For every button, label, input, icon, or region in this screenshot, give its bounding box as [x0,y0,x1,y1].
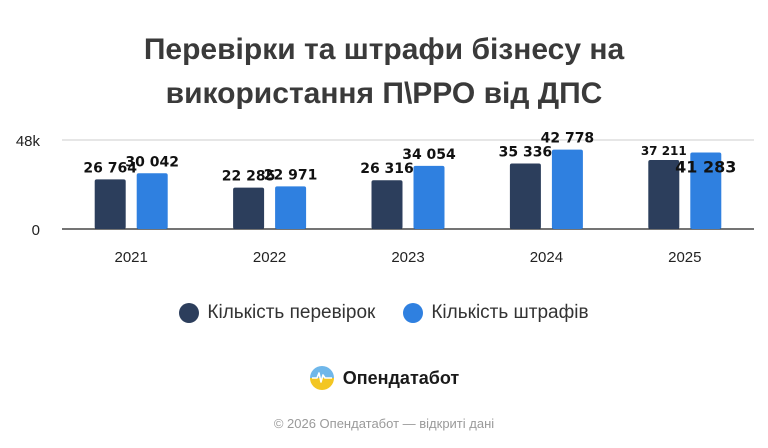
data-label-checks-2024: 35 336 [499,144,553,160]
chart-title-line-1: Перевірки та штрафи бізнесу на [143,33,625,66]
x-tick-label: 2022 [253,249,286,266]
legend-label-checks: Кількість перевірок [207,302,376,323]
data-label-checks-2025: 37 211 [641,144,687,158]
footer-credit: © 2026 Опендатабот — відкриті дані [273,416,495,431]
legend-item-checks[interactable]: Кількість перевірок [179,302,375,324]
bar-fines-2025 [690,152,722,229]
bar-checks-2024 [509,163,541,229]
bar-checks-2022 [233,187,265,229]
legend-label-fines: Кількість штрафів [431,302,589,323]
bar-fines-2023 [413,165,445,229]
x-tick-label: 2025 [668,249,701,266]
legend-marker-fines [403,303,424,323]
chart-title-line-2: використання П\РРО від ДПС [165,77,603,110]
data-label-fines-2022: 22 971 [264,167,318,183]
opendatabot-logo-icon [309,366,334,390]
x-tick-label: 2021 [115,249,148,266]
data-label-checks-2022: 22 285 [222,169,276,185]
data-label-checks-2021: 26 764 [83,160,137,176]
legend-marker-checks [179,303,200,323]
chart-title: Перевірки та штрафи бізнесу на використа… [0,28,768,116]
data-label-fines-2023: 34 054 [402,147,456,163]
y-tick-label: 0 [32,222,40,239]
bar-fines-2021 [136,173,168,229]
brand: Опендатабот [0,365,768,391]
bar-fines-2024 [551,149,583,229]
bar-fines-2022 [275,186,307,229]
data-label-checks-2023: 26 316 [360,161,414,177]
data-label-fines-2024: 42 778 [541,131,595,147]
legend-item-fines[interactable]: Кількість штрафів [403,302,589,324]
x-tick-label: 2024 [530,249,563,266]
bar-checks-2021 [94,179,126,229]
brand-name: Опендатабот [342,367,460,388]
legend: Кількість перевірок Кількість штрафів [0,302,768,324]
y-tick-label: 48k [16,133,41,150]
bar-checks-2025 [648,160,680,229]
data-label-fines-2021: 30 042 [125,154,179,170]
x-tick-label: 2023 [391,249,424,266]
data-label-fines-2025: 41 283 [675,157,736,176]
bar-checks-2023 [371,180,403,229]
